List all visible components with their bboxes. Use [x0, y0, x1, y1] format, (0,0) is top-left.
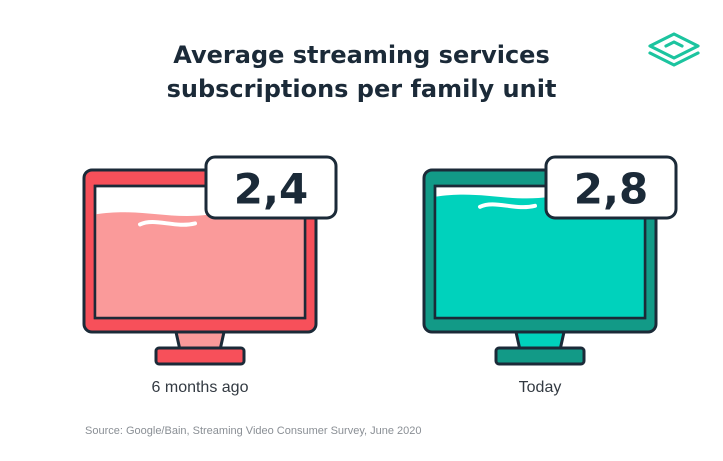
monitor-foot — [154, 346, 246, 366]
brand-logo-icon — [648, 32, 700, 67]
liquid-highlight — [478, 202, 537, 210]
monitor-screen-outline — [93, 184, 307, 320]
monitor-screen-outline — [433, 184, 647, 320]
liquid-highlight — [138, 219, 197, 227]
category-label: Today — [519, 379, 562, 396]
monitor-0: 2,4 6 months ago — [82, 155, 338, 396]
title-line-1: Average streaming services — [173, 41, 550, 69]
source-note: Source: Google/Bain, Streaming Video Con… — [85, 425, 422, 437]
value-box — [204, 155, 338, 220]
value-box — [544, 155, 678, 220]
category-label: 6 months ago — [152, 379, 249, 396]
chart-title: Average streaming services subscriptions… — [0, 38, 723, 106]
title-line-2: subscriptions per family unit — [166, 75, 557, 103]
data-label: 2,8 — [574, 165, 648, 214]
bar-1 — [435, 191, 645, 318]
bar-0 — [95, 208, 305, 318]
data-label: 2,4 — [234, 165, 308, 214]
monitor-foot — [494, 346, 586, 366]
monitor-1: 2,8 Today — [422, 155, 678, 396]
